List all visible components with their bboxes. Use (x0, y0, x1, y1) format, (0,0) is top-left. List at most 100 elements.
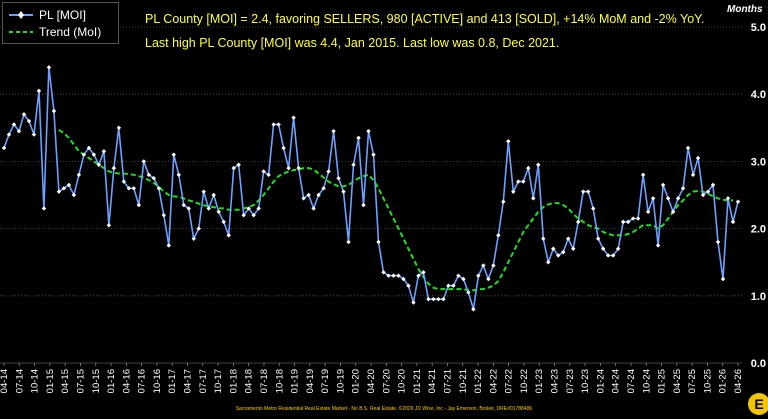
moi-point (141, 159, 147, 164)
x-tick-label: 07-18 (259, 369, 270, 393)
moi-point (71, 192, 77, 198)
x-tick-label: 07-24 (626, 369, 637, 393)
moi-point (595, 236, 601, 241)
x-tick-label: 07-16 (137, 369, 148, 393)
x-tick-label: 04-14 (0, 369, 10, 393)
x-tick-label: 10-19 (335, 369, 346, 393)
headline-line-2: Last high PL County [MOI] was 4.4, Jan 2… (145, 36, 560, 50)
x-tick-label: 07-14 (14, 369, 25, 393)
moi-point (396, 273, 401, 278)
moi-point (331, 128, 336, 134)
moi-point (1, 145, 7, 151)
moi-point (655, 243, 661, 248)
moi-point (106, 223, 112, 228)
moi-point (261, 169, 266, 174)
x-tick-label: 01-18 (228, 369, 239, 393)
x-tick-label: 04-17 (183, 369, 194, 393)
moi-point (176, 172, 181, 178)
moi-point (650, 196, 656, 201)
y-axis-unit-label: Months (727, 4, 763, 15)
x-tick-label: 10-14 (30, 369, 41, 393)
moi-point (406, 283, 411, 288)
moi-point (566, 236, 571, 241)
moi-point (456, 273, 461, 278)
moi-point (326, 169, 331, 174)
x-tick-label: 01-21 (412, 369, 423, 393)
moi-point (516, 179, 521, 184)
moi-point (86, 145, 92, 151)
x-tick-label: 01-24 (595, 369, 606, 393)
x-tick-label: 10-21 (458, 369, 469, 393)
moi-point (346, 239, 351, 245)
moi-point (675, 196, 681, 201)
moi-point (660, 182, 666, 188)
moi-point (41, 206, 47, 211)
moi-point (101, 149, 107, 154)
footer-credit: Sacramento Metro Residential Real Estate… (235, 406, 533, 412)
moi-point (441, 296, 446, 302)
x-tick-label: 07-25 (687, 369, 698, 393)
moi-point (416, 273, 421, 278)
moi-point (266, 172, 271, 178)
moi-point (301, 196, 306, 201)
moi-point (685, 145, 691, 151)
moi-point (186, 206, 191, 211)
moi-point (361, 202, 366, 208)
moi-point (476, 273, 481, 278)
moi-point (31, 132, 37, 137)
x-tick-label: 10-23 (580, 369, 591, 393)
moi-markers (1, 65, 741, 312)
moi-point (231, 165, 236, 171)
moi-point (291, 115, 296, 120)
moi-point (556, 253, 561, 258)
moi-point (51, 108, 57, 114)
x-tick-label: 07-20 (381, 369, 392, 393)
moi-point (700, 192, 706, 198)
legend-moi-label: PL [MOI] (39, 8, 86, 22)
moi-point (715, 239, 721, 245)
x-tick-label: 10-20 (397, 369, 408, 393)
moi-point (336, 176, 341, 181)
moi-point (206, 206, 211, 211)
x-tick-label: 04-19 (305, 369, 316, 393)
moi-point (551, 246, 556, 251)
x-tick-label: 01-15 (45, 369, 56, 393)
x-tick-label: 01-22 (473, 369, 484, 393)
x-tick-label: 04-24 (611, 369, 622, 393)
moi-point (171, 152, 176, 157)
moi-point (386, 273, 391, 278)
moi-point (226, 233, 231, 238)
moi-point (251, 212, 256, 218)
x-tick-label: 01-23 (534, 369, 545, 393)
x-tick-label: 10-18 (274, 369, 285, 393)
x-tick-label: 04-18 (244, 369, 255, 393)
moi-point (236, 162, 241, 167)
moi-point (131, 186, 137, 191)
moi-point (546, 260, 551, 265)
legend-item-trend: Trend (MoI) (9, 24, 101, 40)
moi-point (665, 196, 671, 201)
x-tick-label: 10-17 (213, 369, 224, 393)
x-tick-label: 04-16 (121, 369, 132, 393)
moi-point (61, 186, 67, 191)
moi-point (431, 296, 436, 302)
moi-point (620, 219, 626, 225)
x-tick-label: 07-19 (320, 369, 331, 393)
moi-point (690, 172, 696, 178)
moi-point (436, 296, 441, 302)
x-tick-label: 01-26 (718, 369, 729, 393)
moi-point (391, 273, 396, 278)
moi-point (66, 182, 72, 188)
moi-point (351, 162, 356, 167)
moi-point (366, 128, 371, 134)
x-tick-label: 07-21 (442, 369, 453, 393)
moi-point (625, 219, 631, 225)
moi-point (421, 270, 426, 275)
y-tick-label: 5.0 (751, 22, 766, 34)
moi-point (316, 192, 321, 198)
moi-point (36, 88, 42, 94)
moi-point (111, 165, 117, 171)
moi-point (466, 290, 471, 295)
moi-point (81, 152, 87, 157)
